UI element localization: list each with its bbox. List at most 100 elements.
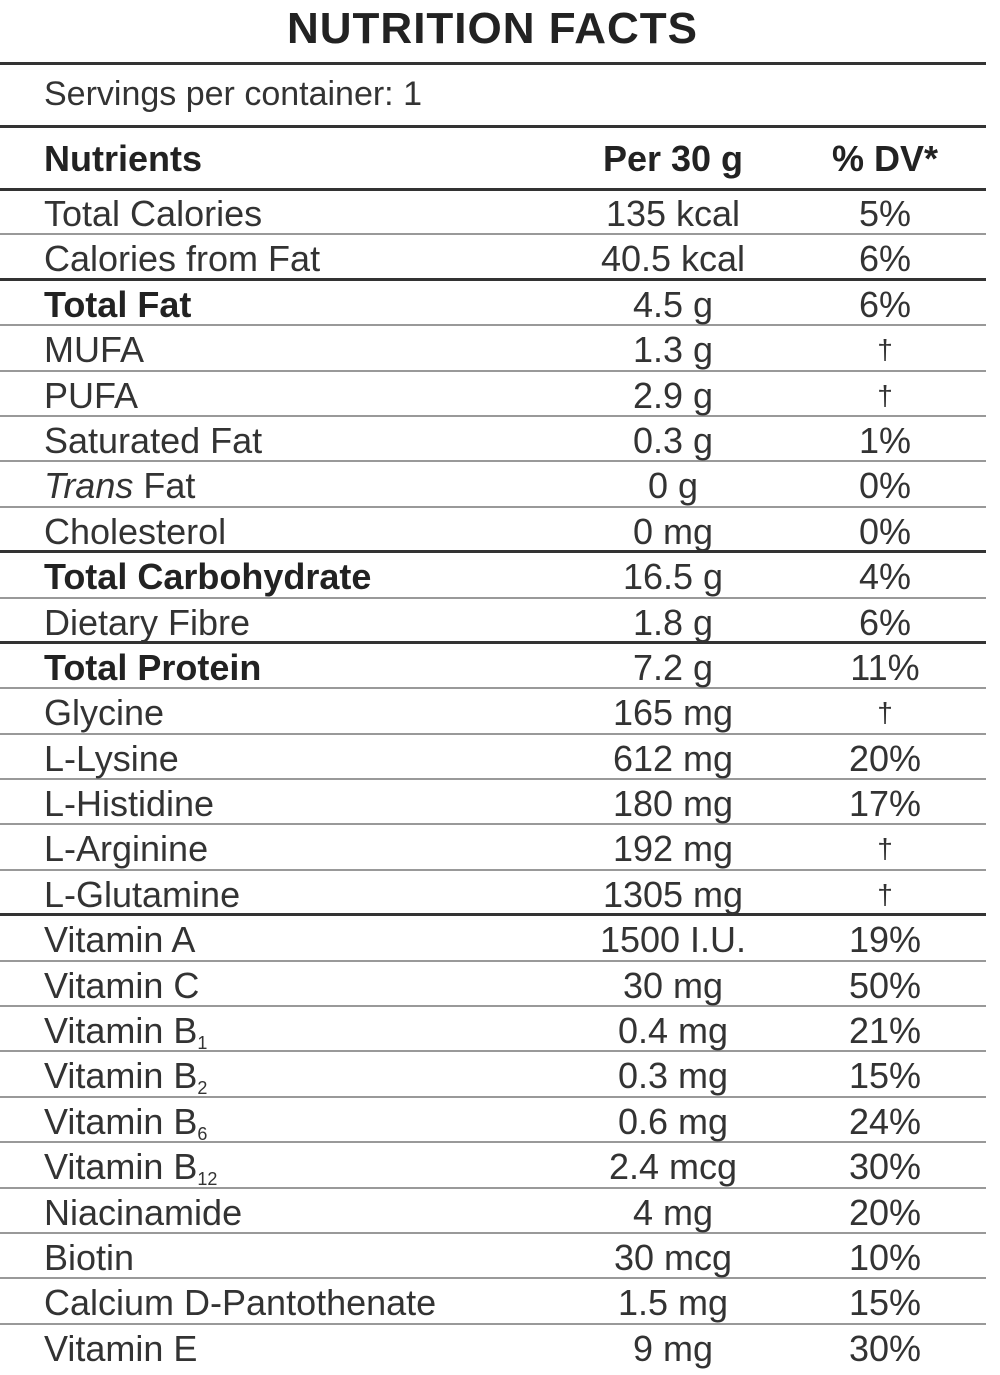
nutrient-name: Vitamin A	[44, 919, 196, 961]
nutrient-amount: 1.8 g	[632, 601, 714, 643]
nutrient-amount: 180 mg	[612, 783, 734, 825]
nutrient-name: Saturated Fat	[44, 419, 263, 461]
nutrient-name: Vitamin B6	[44, 1100, 208, 1154]
table-row: Vitamin A 1500 I.U. 19%	[0, 916, 986, 962]
nutrient-amount: 0.3 g	[632, 419, 714, 461]
nutrient-name: Dietary Fibre	[44, 601, 251, 643]
nutrient-subscript: 2	[197, 1078, 208, 1099]
table-row: Vitamin B6 0.6 mg 24%	[0, 1098, 986, 1144]
nutrient-dv: 30%	[848, 1146, 922, 1188]
nutrient-amount: 30 mg	[622, 964, 724, 1006]
table-row: MUFA 1.3 g †	[0, 326, 986, 372]
nutrient-name: L-Glutamine	[44, 873, 241, 915]
nutrient-name-base: Vitamin B	[44, 1146, 198, 1188]
nutrient-dv: 15%	[848, 1282, 922, 1324]
servings-per-container: Servings per container: 1	[44, 75, 422, 113]
table-row: Saturated Fat 0.3 g 1%	[0, 417, 986, 463]
nutrient-dv: 50%	[848, 964, 922, 1006]
divider	[0, 188, 986, 191]
nutrient-amount: 16.5 g	[622, 556, 724, 598]
nutrient-amount: 9 mg	[632, 1327, 714, 1369]
table-header: Nutrients Per 30 g % DV*	[0, 128, 986, 190]
nutrient-dv: 6%	[858, 601, 912, 643]
nutrient-name-base: Vitamin B	[44, 1055, 198, 1097]
nutrient-amount: 165 mg	[612, 692, 734, 734]
nutrient-subscript: 6	[197, 1123, 208, 1144]
nutrient-name: PUFA	[44, 374, 139, 416]
nutrient-name: Calcium D-Pantothenate	[44, 1282, 437, 1324]
nutrient-name: Total Protein	[44, 646, 262, 688]
nutrient-dv: †	[877, 833, 893, 865]
nutrient-name: Vitamin B2	[44, 1056, 207, 1108]
nutrient-name: Glycine	[44, 692, 165, 734]
table-row: Trans Fat 0 g 0%	[0, 462, 986, 508]
table-row: Vitamin B2 0.3 mg 15%	[0, 1052, 986, 1098]
table-row: Total Protein 7.2 g 11%	[0, 644, 986, 690]
nutrient-dv: 6%	[858, 283, 912, 325]
table-row: Dietary Fibre 1.8 g 6%	[0, 599, 986, 644]
nutrient-dv: 6%	[858, 238, 912, 280]
nutrient-dv: †	[877, 697, 893, 729]
table-row: L-Lysine 612 mg 20%	[0, 735, 986, 781]
nutrient-amount: 0.3 mg	[617, 1055, 729, 1097]
nutrient-name: Cholesterol	[44, 510, 227, 552]
table-row: Vitamin B1 0.4 mg 21%	[0, 1007, 986, 1053]
nutrient-dv: 10%	[848, 1236, 922, 1278]
nutrient-dv: 11%	[850, 646, 920, 688]
divider	[0, 62, 986, 65]
nutrient-amount: 1.3 g	[632, 329, 714, 371]
nutrient-amount: 30 mcg	[613, 1236, 733, 1278]
nutrient-dv: 30%	[848, 1327, 922, 1369]
table-row: Total Carbohydrate 16.5 g 4%	[0, 553, 986, 599]
nutrient-dv: 19%	[848, 919, 922, 961]
nutrient-amount: 192 mg	[612, 828, 734, 870]
table-row: Calories from Fat 40.5 kcal 6%	[0, 235, 986, 281]
table-row: Vitamin C 30 mg 50%	[0, 962, 986, 1008]
nutrient-name: Vitamin B1	[44, 1011, 207, 1063]
nutrient-name: Vitamin C	[44, 964, 200, 1006]
nutrient-dv: †	[877, 878, 893, 910]
table-row: Vitamin E 9 mg 30%	[0, 1325, 986, 1370]
table-row: L-Arginine 192 mg †	[0, 825, 986, 871]
page-title: NUTRITION FACTS	[287, 4, 698, 53]
nutrient-table: Total Calories 135 kcal 5% Calories from…	[0, 190, 986, 1370]
nutrient-amount: 1500 I.U.	[599, 919, 747, 961]
table-row: L-Glutamine 1305 mg †	[0, 871, 986, 917]
nutrient-dv: 5%	[858, 193, 912, 234]
nutrient-subscript: 12	[197, 1169, 218, 1190]
divider	[0, 125, 986, 128]
table-row: Glycine 165 mg †	[0, 689, 986, 735]
nutrient-name: Total Calories	[44, 193, 263, 234]
nutrient-name-base: Vitamin B	[44, 1100, 198, 1142]
nutrient-name: Total Carbohydrate	[44, 556, 372, 598]
nutrient-name: L-Arginine	[44, 828, 209, 870]
nutrient-amount: 1305 mg	[602, 873, 744, 915]
nutrient-name-italic: Trans	[44, 465, 134, 507]
nutrient-name-rest: Fat	[133, 465, 196, 507]
nutrient-dv: 24%	[848, 1100, 922, 1142]
table-row: Total Calories 135 kcal 5%	[0, 190, 986, 236]
table-row: L-Histidine 180 mg 17%	[0, 780, 986, 826]
nutrient-name: Niacinamide	[44, 1191, 243, 1233]
nutrient-amount: 2.9 g	[632, 374, 714, 416]
nutrient-dv: 15%	[848, 1055, 922, 1097]
table-row: Biotin 30 mcg 10%	[0, 1234, 986, 1280]
nutrient-amount: 4.5 g	[632, 283, 714, 325]
header-daily-value: % DV*	[831, 138, 939, 179]
nutrient-subscript: 1	[197, 1033, 208, 1054]
nutrient-dv: †	[877, 334, 893, 366]
nutrient-name: L-Histidine	[44, 783, 215, 825]
nutrient-amount: 2.4 mcg	[608, 1146, 738, 1188]
header-nutrients: Nutrients	[44, 138, 203, 179]
nutrient-amount: 0.6 mg	[617, 1100, 729, 1142]
nutrient-dv: 20%	[848, 1191, 922, 1233]
nutrient-dv: 17%	[848, 783, 922, 825]
table-row: Vitamin B12 2.4 mcg 30%	[0, 1143, 986, 1190]
nutrient-name: Trans Fat	[44, 466, 195, 506]
nutrient-dv: 0%	[858, 510, 912, 552]
table-row: Calcium D-Pantothenate 1.5 mg 15%	[0, 1279, 986, 1325]
nutrient-dv: 20%	[848, 737, 922, 779]
nutrient-amount: 135 kcal	[605, 193, 741, 234]
nutrient-amount: 7.2 g	[632, 646, 714, 688]
nutrient-amount: 40.5 kcal	[600, 238, 746, 280]
